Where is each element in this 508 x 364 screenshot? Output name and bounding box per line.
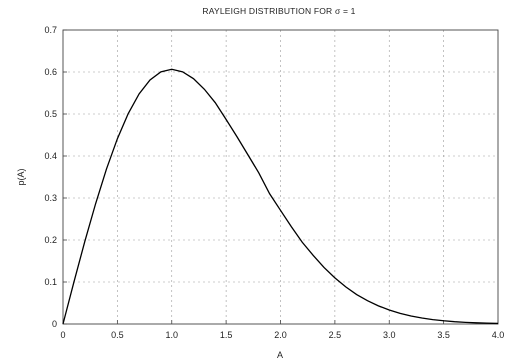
x-tick-label: 2.0 [274, 330, 287, 340]
y-tick-label: 0.2 [44, 235, 57, 245]
x-axis-label: A [277, 350, 283, 360]
x-tick-label: 3.0 [383, 330, 396, 340]
x-tick-label: 2.5 [329, 330, 342, 340]
chart-title: RAYLEIGH DISTRIBUTION FOR σ = 1 [202, 6, 355, 16]
y-tick-label: 0 [52, 319, 57, 329]
grid [63, 30, 498, 324]
x-tick-label: 0 [60, 330, 65, 340]
x-tick-labels: 0 0.5 1.0 1.5 2.0 2.5 3.0 3.5 4.0 [60, 330, 504, 340]
y-tick-label: 0.7 [44, 25, 57, 35]
x-tick-label: 3.5 [437, 330, 450, 340]
x-tick-label: 1.5 [220, 330, 233, 340]
y-tick-label: 0.1 [44, 277, 57, 287]
x-tick-label: 0.5 [111, 330, 124, 340]
series-layer [62, 68, 499, 325]
y-tick-label: 0.4 [44, 151, 57, 161]
x-tick-label: 1.0 [165, 330, 178, 340]
series-line [62, 68, 499, 325]
y-tick-labels: 0 0.1 0.2 0.3 0.4 0.5 0.6 0.7 [44, 25, 57, 329]
y-tick-label: 0.3 [44, 193, 57, 203]
y-tick-label: 0.5 [44, 109, 57, 119]
y-tick-label: 0.6 [44, 67, 57, 77]
x-tick-label: 4.0 [492, 330, 505, 340]
y-axis-label: p(A) [16, 168, 26, 185]
